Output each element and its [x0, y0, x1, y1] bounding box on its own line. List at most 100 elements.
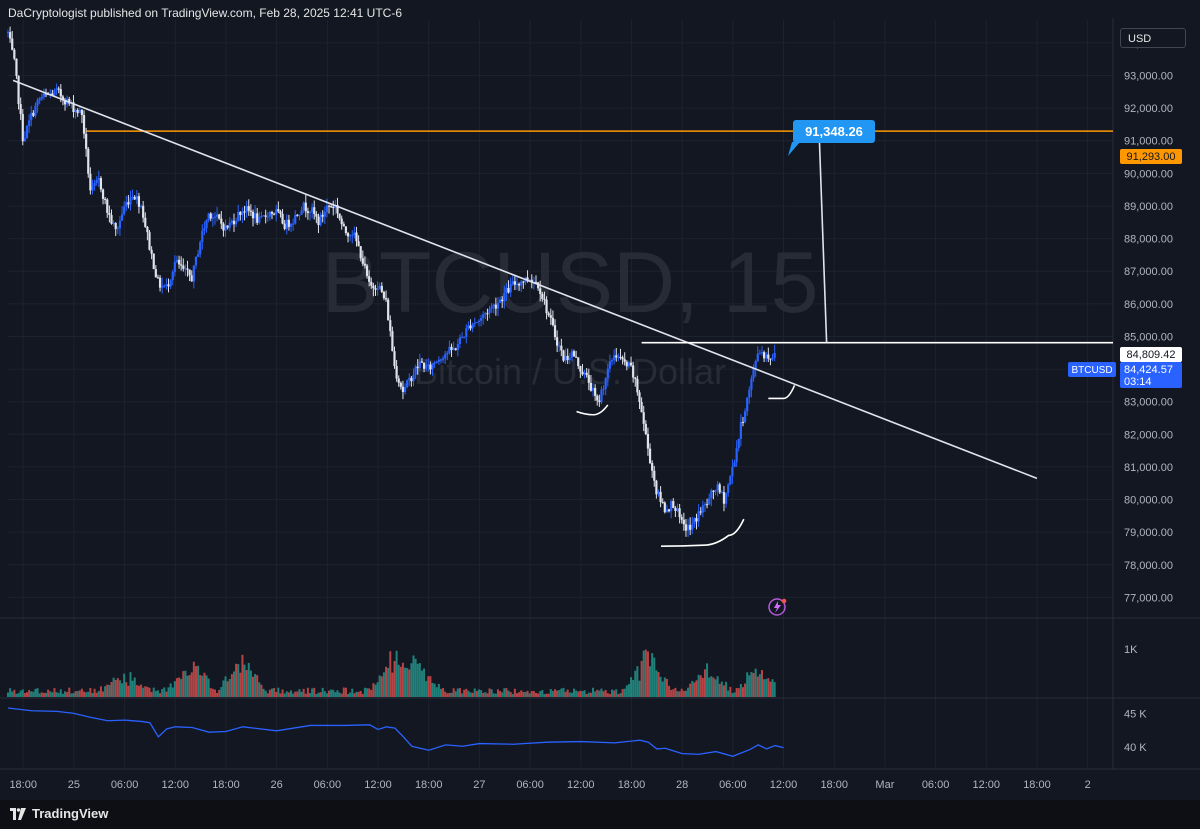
- candle-body: [211, 217, 214, 219]
- candle-body: [553, 325, 557, 338]
- volume-bar: [135, 685, 138, 697]
- volume-bar: [682, 690, 685, 697]
- volume-bar: [340, 693, 343, 697]
- volume-bar: [104, 686, 107, 697]
- volume-bar: [368, 688, 371, 697]
- volume-bar: [30, 691, 33, 697]
- volume-bar: [535, 692, 538, 697]
- volume-bar: [676, 691, 679, 697]
- time-axis-tick: 06:00: [111, 779, 139, 791]
- time-axis-tick: 25: [68, 779, 80, 791]
- time-axis-tick: 28: [676, 779, 688, 791]
- volume-bar: [689, 683, 692, 697]
- volume-bar: [693, 682, 696, 697]
- candle-body: [292, 223, 295, 225]
- volume-bar: [442, 688, 445, 697]
- volume-bar: [304, 693, 307, 697]
- candle-body: [332, 206, 335, 209]
- volume-bar: [668, 685, 671, 697]
- volume-bar: [735, 687, 738, 697]
- tradingview-brand[interactable]: TradingView: [10, 806, 108, 821]
- candle-body: [627, 362, 631, 367]
- candle-body: [680, 517, 683, 520]
- candle-body: [218, 214, 221, 219]
- volume-bar: [382, 672, 385, 697]
- volume-bar: [556, 690, 559, 697]
- volume-bar: [349, 692, 352, 697]
- volume-bar: [152, 687, 155, 697]
- volume-bar: [752, 673, 755, 697]
- volume-bar: [391, 672, 394, 697]
- volume-bar: [239, 672, 242, 697]
- target-callout-box: [793, 120, 875, 143]
- volume-bar: [201, 675, 204, 697]
- candle-body: [748, 389, 751, 398]
- candle-body: [496, 302, 500, 309]
- volume-bar: [600, 688, 603, 697]
- candle-body: [629, 362, 633, 366]
- volume-bar: [243, 664, 246, 697]
- candle-body: [494, 304, 497, 309]
- volume-bar: [416, 663, 419, 697]
- candle-body: [264, 215, 267, 217]
- volume-bar: [232, 671, 235, 697]
- candle-body: [283, 223, 286, 229]
- volume-bar: [355, 691, 358, 697]
- volume-bar: [342, 687, 345, 697]
- candle-body: [408, 377, 411, 381]
- candle-body: [365, 265, 369, 277]
- candle-body: [391, 331, 394, 352]
- volume-bar: [680, 688, 683, 697]
- time-axis-tick: 06:00: [719, 779, 747, 791]
- candle-body: [490, 306, 493, 309]
- volume-bar: [370, 689, 373, 697]
- volume-bar: [292, 693, 295, 697]
- volume-bar: [406, 668, 409, 697]
- candle-body: [106, 199, 109, 213]
- price-axis-tick: 81,000.00: [1124, 462, 1173, 474]
- candle-body: [241, 211, 244, 216]
- candle-body: [754, 361, 757, 369]
- volume-bar: [463, 689, 466, 697]
- volume-bar: [21, 689, 24, 697]
- candle-body: [344, 226, 348, 234]
- volume-bar: [114, 679, 117, 697]
- candle-body: [72, 102, 75, 112]
- volume-bar: [226, 681, 229, 697]
- candle-body: [363, 263, 367, 266]
- volume-bar: [51, 692, 54, 697]
- candle-body: [693, 518, 696, 525]
- candle-body: [503, 293, 506, 302]
- candle-body: [336, 205, 339, 214]
- time-axis-tick: 12:00: [364, 779, 392, 791]
- candle-body: [110, 214, 113, 224]
- candle-body: [406, 380, 409, 388]
- volume-bar: [321, 687, 324, 697]
- candle-body: [619, 356, 622, 358]
- measured-move-line: [818, 129, 828, 343]
- volume-bar: [592, 687, 595, 697]
- volume-bar: [148, 687, 151, 697]
- volume-bar: [549, 689, 552, 697]
- lightning-icon[interactable]: [768, 598, 787, 616]
- last-price-box: [1120, 362, 1182, 388]
- volume-bar: [765, 679, 768, 697]
- volume-bar: [672, 689, 675, 697]
- volume-bar: [727, 690, 730, 697]
- price-axis-tick: 80,000.00: [1124, 495, 1173, 507]
- volume-bars: [7, 649, 776, 697]
- candle-body: [397, 378, 400, 383]
- footer-bar: [0, 800, 1200, 829]
- volume-bar: [562, 687, 565, 697]
- candle-body: [498, 299, 502, 303]
- currency-button[interactable]: USD: [1120, 28, 1186, 48]
- candle-body: [131, 196, 134, 198]
- volume-bar: [366, 688, 369, 697]
- volume-bar: [507, 690, 510, 697]
- candle-body: [460, 337, 464, 339]
- target-callout[interactable]: 91,348.26: [788, 120, 875, 156]
- candle-body: [581, 371, 584, 375]
- grid: [8, 20, 1113, 767]
- volume-bar: [435, 687, 438, 697]
